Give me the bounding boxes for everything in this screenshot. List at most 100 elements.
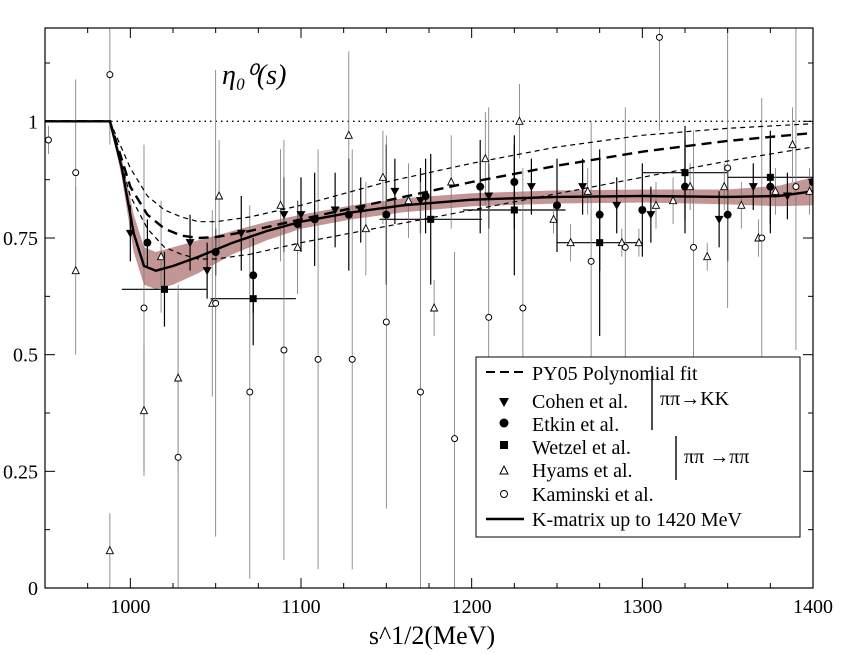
point-cohen: [330, 206, 340, 215]
legend-label-cohen: Cohen et al.: [532, 391, 628, 413]
point-etkin: [510, 178, 519, 186]
legend-marker-etkin: [499, 418, 509, 428]
point-kaminski: [724, 164, 732, 172]
point-hyams: [702, 251, 712, 261]
point-kaminski: [690, 243, 698, 251]
point-kaminski: [519, 304, 527, 312]
point-cohen: [390, 187, 400, 196]
point-etkin: [553, 201, 561, 210]
point-kaminski: [485, 313, 493, 321]
x-tick-label: 1200: [452, 596, 492, 618]
point-cohen: [578, 183, 588, 192]
legend-label-kmatrix: K-matrix up to 1420 MeV: [532, 509, 743, 531]
legend-label-wetzel: Wetzel et al.: [532, 437, 631, 459]
y-tick-label: 0.75: [3, 228, 38, 250]
point-cohen: [748, 183, 758, 192]
point-etkin: [293, 220, 302, 228]
point-wetzel: [510, 206, 518, 214]
plot-area: [45, 28, 813, 588]
x-tick-label: 1000: [110, 596, 150, 618]
point-kaminski: [246, 388, 254, 396]
point-wetzel: [427, 215, 435, 223]
point-etkin: [421, 192, 430, 200]
point-hyams: [361, 223, 371, 233]
point-hyams: [549, 214, 558, 223]
y-tick-label: 0.25: [3, 461, 38, 483]
point-hyams: [805, 186, 813, 195]
point-cohen: [415, 197, 425, 206]
point-hyams: [446, 176, 456, 186]
point-hyams: [105, 545, 115, 555]
point-hyams: [583, 186, 592, 195]
point-kaminski: [45, 136, 52, 144]
point-etkin: [638, 206, 647, 214]
point-etkin: [310, 215, 319, 224]
point-kaminski: [174, 453, 182, 461]
kmatrix-error-band: [45, 121, 813, 290]
point-etkin: [344, 210, 353, 219]
point-kaminski: [72, 169, 80, 177]
legend-label-etkin: Etkin et al.: [532, 414, 619, 436]
point-hyams: [788, 139, 797, 149]
x-tick-label: 1100: [281, 596, 320, 618]
y-tick-label: 0.5: [13, 345, 38, 367]
legend-label-py05: PY05 Polynomial fit: [532, 363, 698, 385]
point-cohen: [526, 183, 536, 192]
point-hyams: [634, 237, 644, 247]
point-etkin: [723, 210, 732, 219]
point-kaminski: [655, 33, 663, 41]
point-hyams: [481, 153, 490, 163]
legend-label-hyams: Hyams et al.: [532, 460, 633, 482]
point-hyams: [173, 372, 183, 382]
x-tick-label: 1400: [793, 596, 833, 618]
py05-band-lower: [109, 121, 813, 260]
point-kaminski: [587, 257, 595, 265]
point-cohen: [714, 215, 724, 224]
legend-group-pipi: ππ →ππ: [684, 446, 749, 468]
kmatrix-line: [45, 120, 813, 272]
point-hyams: [139, 405, 149, 415]
point-etkin: [476, 182, 485, 191]
point-hyams: [651, 200, 661, 209]
legend: PY05 Polynomial fit Cohen et al. Etkin e…: [475, 356, 801, 538]
point-etkin: [249, 271, 258, 280]
point-kaminski: [348, 355, 356, 363]
point-cohen: [185, 239, 195, 248]
legend-box: [475, 356, 801, 538]
legend-marker-wetzel: [500, 441, 508, 449]
point-hyams: [378, 172, 388, 181]
point-kaminski: [280, 346, 288, 354]
point-etkin: [143, 238, 152, 247]
point-hyams: [276, 200, 285, 209]
point-hyams: [344, 130, 354, 139]
point-kaminski: [212, 299, 220, 307]
point-kaminski: [451, 435, 459, 443]
point-hyams: [685, 181, 695, 191]
point-hyams: [617, 237, 627, 247]
point-cohen: [279, 211, 289, 220]
legend-marker-hyams: [499, 464, 509, 475]
point-hyams: [71, 265, 80, 275]
point-cohen: [612, 201, 622, 210]
point-cohen: [356, 206, 366, 215]
point-wetzel: [681, 169, 689, 177]
point-hyams: [429, 302, 439, 312]
point-hyams: [214, 190, 224, 200]
chart-title: η₀⁰(s): [222, 60, 286, 91]
point-cohen: [646, 211, 656, 220]
point-hyams: [720, 181, 729, 191]
py05-band-upper: [109, 121, 813, 223]
py05-fit-line: [45, 120, 813, 240]
point-hyams: [293, 242, 302, 251]
point-etkin: [595, 210, 604, 219]
x-axis-label: s^1/2(MeV): [369, 621, 495, 650]
point-hyams: [668, 195, 678, 205]
legend-marker-kaminski: [500, 490, 508, 498]
point-hyams: [515, 116, 524, 125]
point-hyams: [566, 237, 575, 247]
point-cohen: [125, 229, 135, 238]
legend-label-kaminski: Kaminski et al.: [532, 484, 654, 506]
y-tick-label: 1: [28, 111, 38, 133]
point-hyams: [771, 186, 780, 195]
